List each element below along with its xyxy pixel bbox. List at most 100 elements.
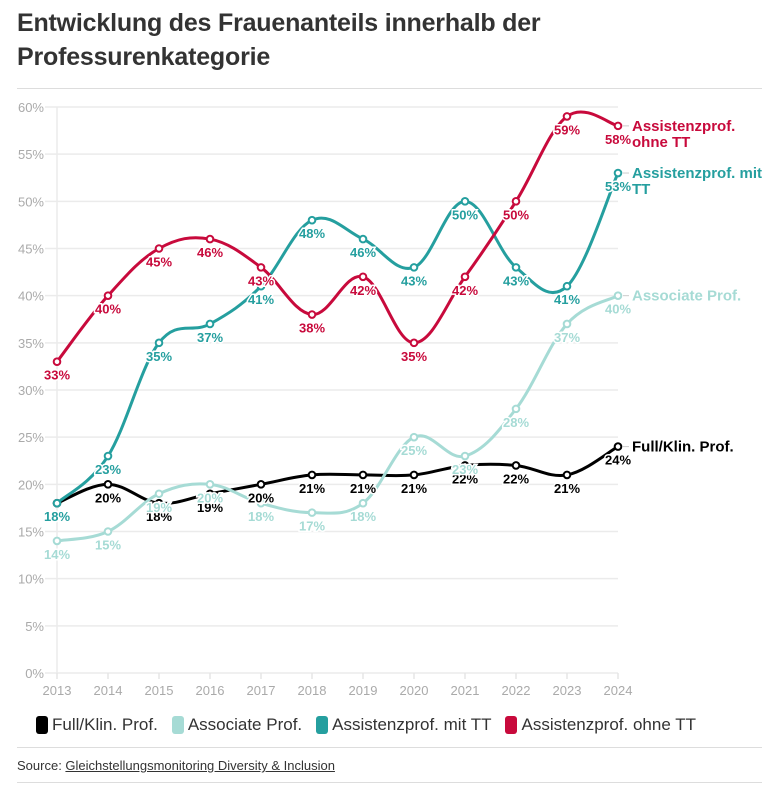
y-tick-label: 40% (18, 289, 44, 304)
x-tick-label: 2013 (43, 683, 72, 698)
legend-swatch (505, 716, 518, 734)
x-tick-label: 2016 (196, 683, 225, 698)
data-label: 14% (44, 547, 70, 562)
data-label: 59% (554, 122, 580, 137)
y-tick-label: 55% (18, 147, 44, 162)
data-label: 18% (350, 509, 376, 524)
legend-item[interactable]: Assistenzprof. mit TT (316, 715, 491, 735)
data-label: 35% (401, 349, 427, 364)
data-label: 46% (350, 245, 376, 260)
data-label: 28% (503, 415, 529, 430)
data-point (52, 536, 62, 546)
data-label: 33% (44, 368, 70, 383)
data-label: 43% (248, 273, 274, 288)
data-label: 50% (503, 207, 529, 222)
legend-item[interactable]: Full/Klin. Prof. (36, 715, 158, 735)
x-tick-label: 2021 (451, 683, 480, 698)
data-point (154, 489, 164, 499)
series-associate-prof- (52, 291, 623, 546)
data-point (613, 121, 623, 131)
data-point (256, 263, 266, 272)
series-lines (52, 110, 623, 546)
data-point (154, 338, 164, 348)
end-label: Associate Prof. (632, 288, 741, 305)
data-point (460, 272, 470, 282)
source-note: Source: Gleichstellungsmonitoring Divers… (17, 758, 335, 773)
data-point (562, 112, 572, 121)
x-tick-label: 2018 (298, 683, 327, 698)
data-point (358, 234, 368, 244)
data-point (511, 404, 521, 414)
data-point (511, 197, 521, 206)
data-label: 41% (248, 292, 274, 307)
data-point (409, 470, 419, 480)
source-label: Source: (17, 758, 66, 773)
data-point (52, 498, 62, 508)
data-label: 21% (554, 481, 580, 496)
data-label: 25% (401, 443, 427, 458)
chart-title: Entwicklung des Frauenanteils innerhalb … (17, 9, 541, 71)
data-label: 43% (401, 273, 427, 288)
x-tick-label: 2024 (604, 683, 633, 698)
legend-swatch (36, 716, 48, 734)
series-line (55, 294, 620, 543)
legend-label: Assistenzprof. mit TT (332, 715, 492, 734)
data-label: 21% (401, 481, 427, 496)
data-label: 21% (350, 481, 376, 496)
data-labels: 18%20%18%19%20%21% 21% 21%22% 22%21%24%14%1… (42, 121, 632, 564)
data-point (103, 480, 113, 489)
legend-item[interactable]: Associate Prof. (171, 715, 303, 735)
data-point (613, 291, 623, 300)
data-label: 17% (299, 519, 325, 534)
end-label: ohne TT (632, 134, 690, 151)
y-tick-label: 20% (18, 477, 44, 492)
data-label: 20% (197, 490, 223, 505)
legend-label: Assistenzprof. ohne TT (521, 715, 696, 734)
data-point (205, 234, 215, 244)
legend-label: Associate Prof. (187, 715, 303, 734)
data-label: 35% (146, 349, 172, 364)
source-link[interactable]: Gleichstellungsmonitoring Diversity & In… (65, 758, 335, 773)
data-label: 22% (452, 471, 478, 486)
data-point (409, 263, 419, 272)
data-point (205, 319, 215, 329)
data-label: 41% (554, 292, 580, 307)
data-point (358, 498, 368, 508)
data-label: 23% (95, 462, 121, 477)
data-point (562, 470, 572, 480)
data-label: 50% (452, 207, 478, 222)
data-point (409, 338, 419, 348)
data-point (460, 461, 470, 470)
legend-item[interactable]: Assistenzprof. ohne TT (505, 715, 696, 735)
data-point (307, 310, 317, 319)
data-point (103, 451, 113, 461)
y-tick-label: 30% (18, 383, 44, 398)
data-label: 18% (248, 509, 274, 524)
data-label: 43% (503, 273, 529, 288)
data-label: 18% (44, 509, 70, 524)
y-tick-label: 35% (18, 336, 44, 351)
series-assistenzprof-mit-tt (52, 168, 623, 508)
data-point (103, 527, 113, 536)
series-full-klin-prof- (52, 442, 623, 508)
data-label: 22% (503, 471, 529, 486)
x-tick-label: 2014 (94, 683, 123, 698)
data-point (562, 319, 572, 329)
data-point (256, 281, 266, 291)
data-label: 18% (44, 509, 70, 524)
data-point (307, 508, 317, 517)
legend-label: Full/Klin. Prof. (52, 715, 158, 734)
data-label: 37% (197, 330, 223, 345)
x-tick-label: 2023 (553, 683, 582, 698)
data-label: 18% (146, 509, 172, 524)
legend-divider (17, 747, 762, 748)
data-label: 42% (452, 283, 478, 298)
x-tick-label: 2015 (145, 683, 174, 698)
x-tick-label: 2020 (400, 683, 429, 698)
data-label: 46% (197, 245, 223, 260)
y-tick-label: 50% (18, 194, 44, 209)
series-assistenzprof-ohne-tt (52, 110, 623, 367)
data-label: 37% (554, 330, 580, 345)
y-tick-label: 60% (18, 100, 44, 115)
y-tick-label: 45% (18, 242, 44, 257)
